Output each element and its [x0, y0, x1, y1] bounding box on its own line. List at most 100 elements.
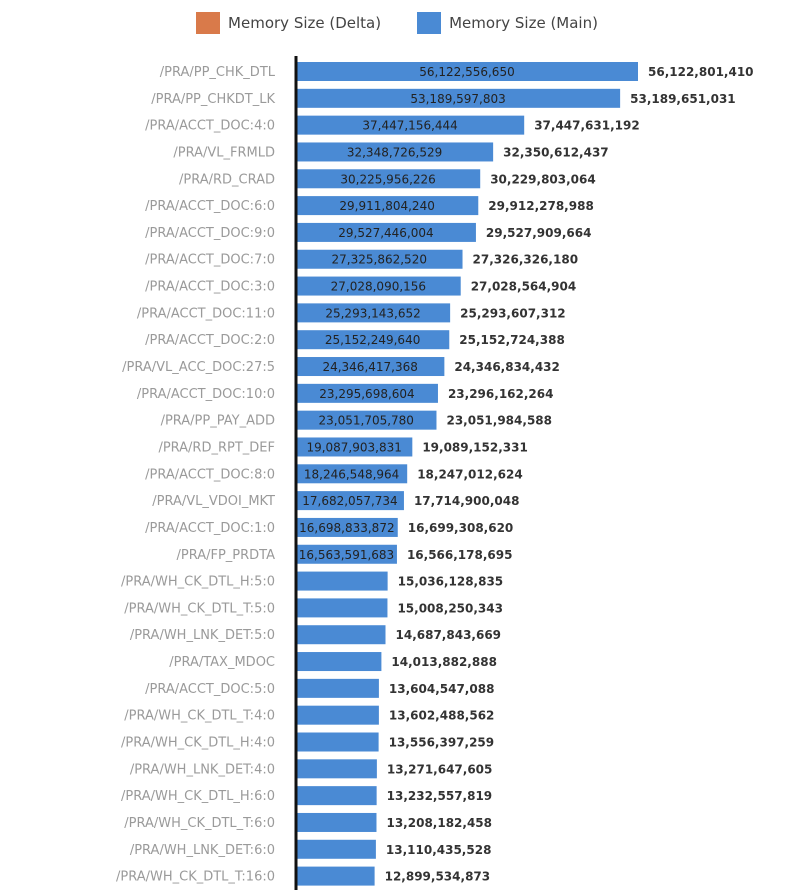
category-label: /PRA/TAX_MDOC [169, 655, 275, 670]
bar-total-label: 23,051,984,588 [446, 414, 552, 428]
bar-total-label: 13,208,182,458 [386, 816, 492, 830]
category-label: /PRA/WH_LNK_DET:4:0 [130, 762, 275, 777]
bar-main-value-label: 29,527,446,004 [338, 226, 433, 240]
bar-main[interactable] [296, 517, 398, 537]
category-label: /PRA/PP_PAY_ADD [161, 414, 275, 429]
category-label: /PRA/RD_CRAD [179, 172, 275, 187]
bar-total-label: 13,271,647,605 [387, 762, 493, 776]
bar-main-value-label: 27,028,090,156 [331, 280, 426, 294]
bar-total-label: 13,604,547,088 [389, 682, 495, 696]
bar-main[interactable] [296, 839, 376, 859]
bar-main-value-label: 25,152,249,640 [325, 333, 420, 347]
category-label: /PRA/ACCT_DOC:6:0 [145, 199, 275, 214]
bar-main[interactable] [296, 866, 375, 886]
bar-main-value-label: 37,447,156,444 [362, 119, 457, 133]
bar-main[interactable] [296, 303, 451, 323]
bar-main[interactable] [296, 652, 382, 672]
bar-main[interactable] [296, 383, 438, 403]
category-label: /PRA/WH_CK_DTL_T:6:0 [124, 816, 275, 831]
legend-label-main: Memory Size (Main) [449, 14, 598, 32]
bar-main-value-label: 53,189,597,803 [410, 92, 505, 106]
bar-total-label: 27,028,564,904 [471, 280, 577, 294]
bar-main[interactable] [296, 571, 388, 591]
category-label: /PRA/ACCT_DOC:1:0 [145, 521, 275, 536]
bar-main[interactable] [296, 249, 463, 269]
bar-main[interactable] [296, 812, 377, 832]
category-label: /PRA/WH_CK_DTL_H:5:0 [121, 575, 275, 590]
category-label: /PRA/ACCT_DOC:2:0 [145, 333, 275, 348]
bar-total-label: 53,189,651,031 [630, 92, 736, 106]
bar-total-label: 32,350,612,437 [503, 145, 609, 159]
bar-total-label: 25,293,607,312 [460, 306, 566, 320]
bar-main-value-label: 30,225,956,226 [340, 172, 435, 186]
category-label: /PRA/ACCT_DOC:4:0 [145, 119, 275, 134]
bar-main-value-label: 16,563,591,683 [299, 548, 394, 562]
category-label: /PRA/WH_CK_DTL_T:16:0 [116, 870, 275, 885]
bar-main[interactable] [296, 222, 476, 242]
bar-main[interactable] [296, 169, 481, 189]
category-label: /PRA/PP_CHKDT_LK [151, 92, 275, 107]
bar-main[interactable] [296, 357, 445, 377]
bar-main[interactable] [296, 705, 379, 725]
bar-main[interactable] [296, 732, 379, 752]
bar-total-label: 15,036,128,835 [398, 575, 504, 589]
bar-main[interactable] [296, 142, 494, 162]
bar-main[interactable] [296, 544, 397, 564]
category-label: /PRA/ACCT_DOC:11:0 [137, 306, 275, 321]
category-label: /PRA/ACCT_DOC:10:0 [137, 387, 275, 402]
bar-main-value-label: 23,295,698,604 [319, 387, 414, 401]
legend-label-delta: Memory Size (Delta) [228, 14, 382, 32]
bar-main[interactable] [296, 786, 377, 806]
bar-total-label: 13,232,557,819 [387, 789, 493, 803]
category-label: /PRA/ACCT_DOC:5:0 [145, 682, 275, 697]
bar-total-label: 13,602,488,562 [389, 709, 495, 723]
bar-main[interactable] [296, 598, 388, 618]
bar-main[interactable] [296, 625, 386, 645]
bar-main-value-label: 23,051,705,780 [319, 414, 414, 428]
bar-total-label: 16,566,178,695 [407, 548, 513, 562]
category-label: /PRA/FP_PRDTA [176, 548, 275, 563]
bar-main[interactable] [296, 115, 525, 135]
bar-total-label: 14,013,882,888 [391, 655, 497, 669]
legend-swatch-main [417, 12, 442, 34]
category-label: /PRA/WH_CK_DTL_T:5:0 [124, 601, 275, 616]
category-label: /PRA/ACCT_DOC:7:0 [145, 253, 275, 268]
bar-main[interactable] [296, 410, 437, 430]
bar-main[interactable] [296, 437, 413, 457]
bar-total-label: 19,089,152,331 [422, 440, 528, 454]
bar-main[interactable] [296, 491, 404, 511]
bar-main[interactable] [296, 62, 638, 81]
bar-main[interactable] [296, 464, 408, 484]
legend-item-delta[interactable]: Memory Size (Delta) [196, 10, 381, 36]
bar-main-value-label: 25,293,143,652 [325, 306, 420, 320]
category-label: /PRA/RD_RPT_DEF [158, 440, 275, 455]
bar-main[interactable] [296, 196, 479, 216]
bar-total-label: 56,122,801,410 [648, 65, 754, 79]
bar-total-label: 14,687,843,669 [396, 628, 502, 642]
bar-main[interactable] [296, 759, 377, 779]
bar-total-label: 16,699,308,620 [408, 521, 514, 535]
category-label: /PRA/ACCT_DOC:8:0 [145, 467, 275, 482]
category-label: /PRA/VL_FRMLD [173, 145, 275, 160]
bar-main-value-label: 24,346,417,368 [322, 360, 417, 374]
bar-main[interactable] [296, 330, 450, 350]
bar-total-label: 15,008,250,343 [397, 601, 503, 615]
bar-total-label: 25,152,724,388 [459, 333, 565, 347]
bar-main-value-label: 19,087,903,831 [306, 440, 401, 454]
category-label: /PRA/ACCT_DOC:9:0 [145, 226, 275, 241]
category-label: /PRA/WH_CK_DTL_H:4:0 [121, 736, 275, 751]
bar-total-label: 18,247,012,624 [417, 467, 523, 481]
bar-total-label: 13,110,435,528 [386, 843, 492, 857]
category-label: /PRA/VL_VDOI_MKT [152, 494, 275, 509]
bar-main[interactable] [296, 276, 461, 296]
bar-total-label: 37,447,631,192 [534, 119, 640, 133]
bar-main[interactable] [296, 678, 379, 698]
bar-total-label: 12,899,534,873 [385, 870, 491, 884]
bar-main-value-label: 17,682,057,734 [302, 494, 397, 508]
bar-total-label: 23,296,162,264 [448, 387, 554, 401]
bar-main[interactable] [296, 88, 621, 108]
bar-total-label: 29,527,909,664 [486, 226, 592, 240]
legend-item-main[interactable]: Memory Size (Main) [417, 10, 598, 36]
category-label: /PRA/WH_CK_DTL_T:4:0 [124, 709, 275, 724]
